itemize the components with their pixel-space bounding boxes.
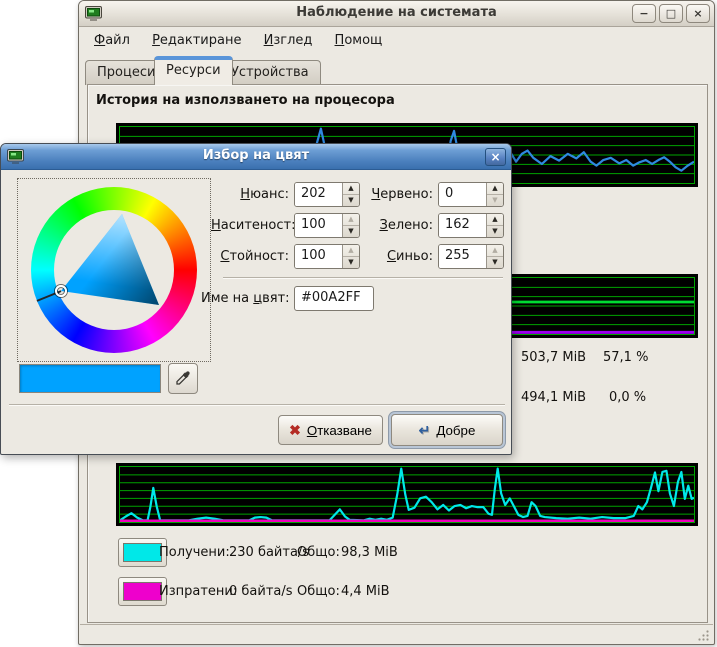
hue-spin-up[interactable] <box>343 183 359 195</box>
dialog-icon <box>7 149 24 164</box>
close-button[interactable]: × <box>686 4 710 23</box>
received-color-button[interactable] <box>118 538 167 567</box>
eyedropper-button[interactable] <box>168 363 198 394</box>
received-total: 98,3 MiB <box>341 545 398 560</box>
value-spin-up[interactable] <box>343 245 359 257</box>
hue-spin-down[interactable] <box>343 195 359 206</box>
cpu-history-heading: История на използването на процесора <box>96 93 395 108</box>
tabbar: Процеси Ресурси Устройства <box>85 55 708 85</box>
ok-button-label: Добре <box>436 422 476 438</box>
saturation-value[interactable]: 100 <box>295 214 342 237</box>
sv-selector-circle[interactable] <box>55 285 67 297</box>
received-total-label: Общо: <box>297 545 340 560</box>
sent-color-button[interactable] <box>118 577 167 606</box>
saturation-label: Наситеност: <box>211 218 296 233</box>
menubar: Файл Редактиране Изглед Помощ <box>81 28 712 55</box>
saturation-spin-down[interactable] <box>343 226 359 237</box>
blue-value[interactable]: 255 <box>439 245 486 268</box>
window-titlebar[interactable]: Наблюдение на системата − □ × <box>79 1 714 27</box>
minimize-button[interactable]: − <box>632 4 656 23</box>
dialog-close-button[interactable]: × <box>485 148 506 166</box>
swap-used-value: 494,1 MiB <box>521 390 587 405</box>
ok-button[interactable]: ↵ Добре <box>391 414 503 446</box>
tab-devices[interactable]: Устройства <box>219 60 321 85</box>
green-value[interactable]: 162 <box>439 214 486 237</box>
sent-label: Изпратени: <box>159 584 238 599</box>
color-name-input[interactable]: #00A2FF <box>294 286 374 311</box>
hue-label: Нюанс: <box>240 187 289 202</box>
menu-view[interactable]: Изглед <box>263 33 313 48</box>
sent-total: 4,4 MiB <box>341 584 390 599</box>
red-spinbox: 0 <box>438 182 504 207</box>
cancel-button[interactable]: ✖ Отказване <box>278 415 383 445</box>
statusbar <box>80 624 713 644</box>
swap-used-percent: 0,0 % <box>609 390 647 405</box>
dialog-title: Избор на цвят <box>202 148 310 163</box>
sent-total-label: Общо: <box>297 584 340 599</box>
received-rate: 230 байта/s <box>229 545 310 560</box>
blue-spin-down[interactable] <box>487 257 503 268</box>
green-label: Зелено: <box>379 218 433 233</box>
green-spin-up[interactable] <box>487 214 503 226</box>
green-spinbox: 162 <box>438 213 504 238</box>
menu-help[interactable]: Помощ <box>334 33 383 48</box>
value-spin-down[interactable] <box>343 257 359 268</box>
ok-arrow-icon: ↵ <box>418 421 431 438</box>
fields-separator <box>223 277 503 279</box>
selected-color-preview <box>19 364 161 393</box>
window-title: Наблюдение на системата <box>296 5 497 20</box>
dialog-titlebar[interactable]: Избор на цвят × <box>1 144 511 170</box>
tab-processes[interactable]: Процеси <box>85 60 168 85</box>
value-label: Стойност: <box>220 249 289 264</box>
color-name-label: Име на цвят: <box>201 291 290 306</box>
blue-label: Синьо: <box>386 249 433 264</box>
received-label: Получени: <box>159 545 230 560</box>
green-spin-down[interactable] <box>487 226 503 237</box>
red-value[interactable]: 0 <box>439 183 486 206</box>
color-picker-dialog: Избор на цвят × Нюанс: 202 Наситеност: 1… <box>0 143 512 455</box>
sent-rate: 0 байта/s <box>229 584 293 599</box>
hue-value[interactable]: 202 <box>295 183 342 206</box>
tab-resources[interactable]: Ресурси <box>154 56 233 85</box>
hue-ring[interactable] <box>31 187 197 353</box>
memory-used-value: 503,7 MiB <box>521 350 587 365</box>
network-history-chart <box>116 463 698 526</box>
menu-file[interactable]: Файл <box>94 33 130 48</box>
system-monitor-icon <box>85 6 102 21</box>
cancel-button-label: Отказване <box>306 422 372 438</box>
color-wheel-box <box>17 178 211 362</box>
memory-used-percent: 57,1 % <box>603 350 649 365</box>
saturation-spinbox: 100 <box>294 213 360 238</box>
buttons-separator <box>9 404 505 406</box>
cancel-x-icon: ✖ <box>289 421 301 438</box>
hue-spinbox: 202 <box>294 182 360 207</box>
value-spinbox: 100 <box>294 244 360 269</box>
red-label: Червено: <box>371 187 433 202</box>
blue-spinbox: 255 <box>438 244 504 269</box>
maximize-button[interactable]: □ <box>659 4 683 23</box>
value-value[interactable]: 100 <box>295 245 342 268</box>
eyedropper-icon <box>176 371 190 385</box>
red-spin-up[interactable] <box>487 183 503 195</box>
network-chart-canvas <box>120 467 694 522</box>
saturation-spin-up[interactable] <box>343 214 359 226</box>
blue-spin-up[interactable] <box>487 245 503 257</box>
sent-color-swatch <box>123 582 162 601</box>
red-spin-down[interactable] <box>487 195 503 206</box>
received-color-swatch <box>123 543 162 562</box>
menu-edit[interactable]: Редактиране <box>152 33 242 48</box>
resize-grip[interactable] <box>697 629 710 642</box>
